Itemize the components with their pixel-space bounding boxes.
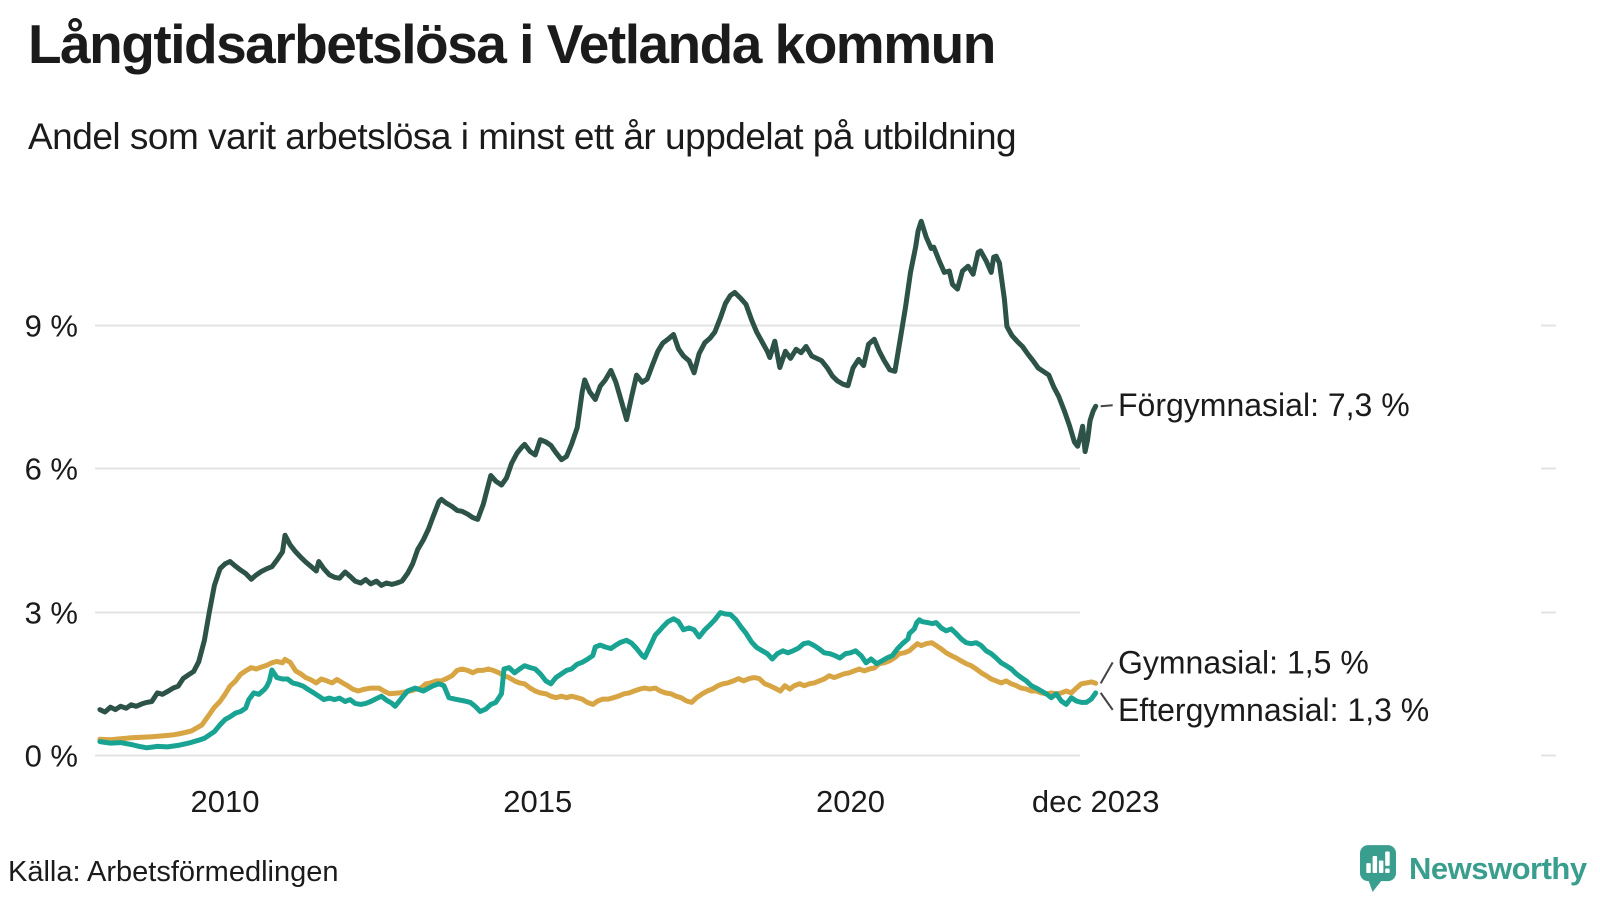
newsworthy-logo-icon <box>1360 845 1396 892</box>
y-axis-label: 6 % <box>25 452 78 487</box>
page-subtitle: Andel som varit arbetslösa i minst ett å… <box>28 116 1017 157</box>
label-connector <box>1099 661 1114 684</box>
newsworthy-logo-text: Newsworthy <box>1409 851 1587 886</box>
x-axis-label: dec 2023 <box>1032 784 1160 819</box>
x-axis-label: 2020 <box>816 784 885 819</box>
y-axis-label: 3 % <box>25 596 78 631</box>
series-end-label-förgymnasial: Förgymnasial: 7,3 % <box>1118 387 1410 423</box>
series-end-label-eftergymnasial: Eftergymnasial: 1,3 % <box>1118 692 1429 728</box>
series-line-gymnasial <box>97 640 1099 743</box>
label-connector <box>1100 404 1113 408</box>
y-axis-label: 0 % <box>25 739 78 774</box>
label-connector <box>1099 692 1114 711</box>
series-line-eftergymnasial <box>97 610 1099 751</box>
series-end-label-gymnasial: Gymnasial: 1,5 % <box>1118 644 1369 680</box>
x-axis-label: 2010 <box>191 784 260 819</box>
x-axis-label: 2015 <box>503 784 572 819</box>
newsworthy-logo: Newsworthy <box>1360 845 1587 893</box>
y-axis-label: 9 % <box>25 309 78 344</box>
page-title: Långtidsarbetslösa i Vetlanda kommun <box>28 13 996 75</box>
source-note: Källa: Arbetsförmedlingen <box>8 856 339 888</box>
series-line-förgymnasial <box>97 218 1099 715</box>
